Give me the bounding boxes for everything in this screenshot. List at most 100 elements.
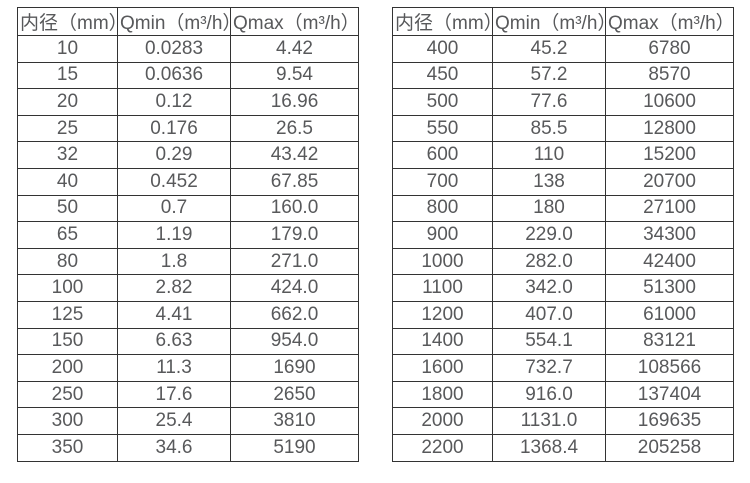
table-cell: 407.0 — [492, 300, 606, 329]
table-cell: 554.1 — [492, 327, 606, 356]
table-cell: 800 — [392, 194, 493, 223]
table-cell: 732.7 — [492, 354, 606, 382]
table-cell: 0.12 — [117, 88, 231, 116]
table-cell: 57.2 — [492, 61, 606, 90]
table-cell: 80 — [17, 247, 118, 276]
table-cell: 2650 — [230, 380, 359, 409]
table-cell: 45.2 — [492, 35, 606, 63]
table-cell: 2.82 — [117, 274, 231, 302]
table-row: 150 6.63 954.0 — [17, 327, 359, 356]
table-cell: 9.54 — [230, 61, 359, 90]
table-cell: 0.0636 — [117, 61, 231, 90]
table-cell: 700 — [392, 167, 493, 196]
header-diameter: 内径（mm） — [392, 7, 493, 36]
table-row: 600 110 15200 — [392, 141, 734, 169]
table-body: 10 0.0283 4.42 15 0.0636 9.54 20 0.12 16.96 25 0.1… — [17, 35, 359, 462]
table-cell: 1200 — [392, 300, 493, 329]
table-cell: 11.3 — [117, 354, 231, 382]
table-cell: 125 — [17, 300, 118, 329]
header-qmin: Qmin（m³/h） — [117, 7, 231, 36]
table-cell: 342.0 — [492, 274, 606, 302]
table-cell: 10600 — [605, 88, 734, 116]
table-cell: 424.0 — [230, 274, 359, 302]
table-cell: 51300 — [605, 274, 734, 302]
table-cell: 100 — [17, 274, 118, 302]
table-row: 100 2.82 424.0 — [17, 274, 359, 302]
table-cell: 1800 — [392, 380, 493, 409]
table-cell: 550 — [392, 114, 493, 143]
table-cell: 138 — [492, 167, 606, 196]
table-cell: 0.7 — [117, 194, 231, 223]
table-cell: 6.63 — [117, 327, 231, 356]
table-cell: 50 — [17, 194, 118, 223]
table-cell: 20700 — [605, 167, 734, 196]
table-cell: 160.0 — [230, 194, 359, 223]
table-cell: 61000 — [605, 300, 734, 329]
table-cell: 12800 — [605, 114, 734, 143]
table-cell: 180 — [492, 194, 606, 223]
table-row: 1200 407.0 61000 — [392, 300, 734, 329]
table-cell: 26.5 — [230, 114, 359, 143]
table-cell: 32 — [17, 141, 118, 169]
table-cell: 1.19 — [117, 221, 231, 249]
table-cell: 271.0 — [230, 247, 359, 276]
table-cell: 1.8 — [117, 247, 231, 276]
table-row: 200 11.3 1690 — [17, 354, 359, 382]
header-qmax: Qmax（m³/h） — [605, 7, 734, 36]
table-row: 25 0.176 26.5 — [17, 114, 359, 143]
table-cell: 1100 — [392, 274, 493, 302]
table-cell: 25 — [17, 114, 118, 143]
table-row: 10 0.0283 4.42 — [17, 35, 359, 63]
table-row: 2200 1368.4 205258 — [392, 433, 734, 462]
table-cell: 27100 — [605, 194, 734, 223]
table-cell: 77.6 — [492, 88, 606, 116]
table-row: 65 1.19 179.0 — [17, 221, 359, 249]
table-row: 1400 554.1 83121 — [392, 327, 734, 356]
table-cell: 3810 — [230, 407, 359, 435]
table-cell: 83121 — [605, 327, 734, 356]
table-row: 1600 732.7 108566 — [392, 354, 734, 382]
table-row: 300 25.4 3810 — [17, 407, 359, 435]
table-cell: 34.6 — [117, 433, 231, 462]
table-cell: 34300 — [605, 221, 734, 249]
table-cell: 2000 — [392, 407, 493, 435]
table-cell: 40 — [17, 167, 118, 196]
table-cell: 350 — [17, 433, 118, 462]
table-row: 80 1.8 271.0 — [17, 247, 359, 276]
table-cell: 300 — [17, 407, 118, 435]
table-row: 50 0.7 160.0 — [17, 194, 359, 223]
table-cell: 20 — [17, 88, 118, 116]
table-row: 15 0.0636 9.54 — [17, 61, 359, 90]
table-cell: 0.29 — [117, 141, 231, 169]
table-cell: 916.0 — [492, 380, 606, 409]
table-cell: 15 — [17, 61, 118, 90]
table-cell: 169635 — [605, 407, 734, 435]
table-cell: 662.0 — [230, 300, 359, 329]
table-row: 450 57.2 8570 — [392, 61, 734, 90]
flow-table-left: 内径（mm） Qmin（m³/h） Qmax（m³/h） 10 0.0283 4.4… — [17, 7, 359, 462]
table-row: 1000 282.0 42400 — [392, 247, 734, 276]
table-cell: 25.4 — [117, 407, 231, 435]
table-cell: 10 — [17, 35, 118, 63]
table-cell: 1600 — [392, 354, 493, 382]
table-row: 1100 342.0 51300 — [392, 274, 734, 302]
header-diameter: 内径（mm） — [17, 7, 118, 36]
table-row: 1800 916.0 137404 — [392, 380, 734, 409]
table-row: 700 138 20700 — [392, 167, 734, 196]
table-cell: 0.452 — [117, 167, 231, 196]
table-row: 350 34.6 5190 — [17, 433, 359, 462]
table-cell: 179.0 — [230, 221, 359, 249]
table-row: 125 4.41 662.0 — [17, 300, 359, 329]
table-cell: 65 — [17, 221, 118, 249]
table-row: 800 180 27100 — [392, 194, 734, 223]
table-row: 400 45.2 6780 — [392, 35, 734, 63]
table-cell: 15200 — [605, 141, 734, 169]
table-cell: 67.85 — [230, 167, 359, 196]
table-cell: 282.0 — [492, 247, 606, 276]
table-cell: 400 — [392, 35, 493, 63]
table-cell: 137404 — [605, 380, 734, 409]
table-cell: 8570 — [605, 61, 734, 90]
header-qmax: Qmax（m³/h） — [230, 7, 359, 36]
table-cell: 85.5 — [492, 114, 606, 143]
table-cell: 500 — [392, 88, 493, 116]
